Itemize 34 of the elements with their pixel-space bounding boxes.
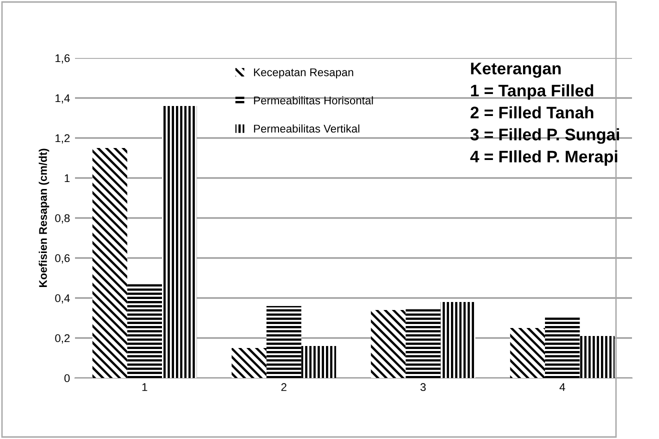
annotation: 1 = Tanpa Filled <box>471 84 594 100</box>
x-tick-label: 1 <box>142 383 148 391</box>
bar <box>580 336 615 378</box>
bar <box>301 346 336 378</box>
x-tick-label: 3 <box>420 383 426 392</box>
bar <box>266 306 302 378</box>
bar <box>232 348 266 378</box>
y-tick-label: 1,2 <box>56 134 70 144</box>
annotation: 2 = Filled Tanah <box>470 106 594 118</box>
annotation: 3 = Filled P. Sungai <box>470 128 620 144</box>
bar <box>406 308 441 378</box>
annotation: 4 = FIlled P. Merapi <box>470 150 618 166</box>
y-tick-label: 1,6 <box>56 54 70 64</box>
bar <box>127 284 162 378</box>
y-tick-label: 0,2 <box>55 334 70 344</box>
y-tick-label: 0 <box>64 374 70 382</box>
bar <box>544 316 580 378</box>
annotation: Keterangan <box>471 62 561 78</box>
x-tick-label: 2 <box>281 383 286 391</box>
bar <box>92 148 128 378</box>
x-tick-label: 4 <box>560 383 566 391</box>
bar <box>510 328 545 378</box>
y-tick-label: 0,4 <box>55 294 70 304</box>
bar <box>162 106 197 378</box>
y-tick-label: 0,6 <box>55 254 70 264</box>
y-axis-title: Koefisien Resapan (cm/dt) <box>38 148 50 288</box>
y-tick-label: 1 <box>64 174 70 182</box>
legend-label: Permeabilitas Horisontal <box>254 96 373 104</box>
y-tick-label: 1,4 <box>56 94 70 104</box>
bar <box>370 310 406 378</box>
y-tick-label: 0,8 <box>55 214 70 224</box>
legend-label: Permeabilitas Vertikal <box>254 124 360 133</box>
legend-label: Kecepatan Resapan <box>254 68 354 78</box>
bar <box>440 302 476 378</box>
